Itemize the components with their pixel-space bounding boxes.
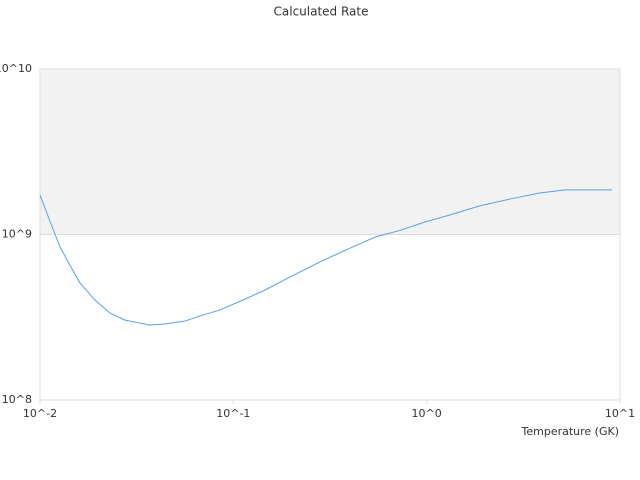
x-tick-label: 10^-1	[216, 407, 250, 420]
x-tick-label: 10^-2	[23, 407, 57, 420]
x-tick-label: 10^0	[412, 407, 442, 420]
x-axis-label: Temperature (GK)	[521, 425, 620, 438]
y-tick-label: 10^9	[2, 228, 32, 241]
y-tick-label: 10^10	[0, 62, 32, 75]
plot-band	[40, 69, 620, 235]
y-tick-label: 10^8	[2, 393, 32, 406]
chart-title: Calculated Rate	[274, 5, 369, 19]
line-series	[39, 189, 613, 326]
x-tick-label: 10^1	[605, 407, 635, 420]
plot-band	[40, 234, 620, 400]
